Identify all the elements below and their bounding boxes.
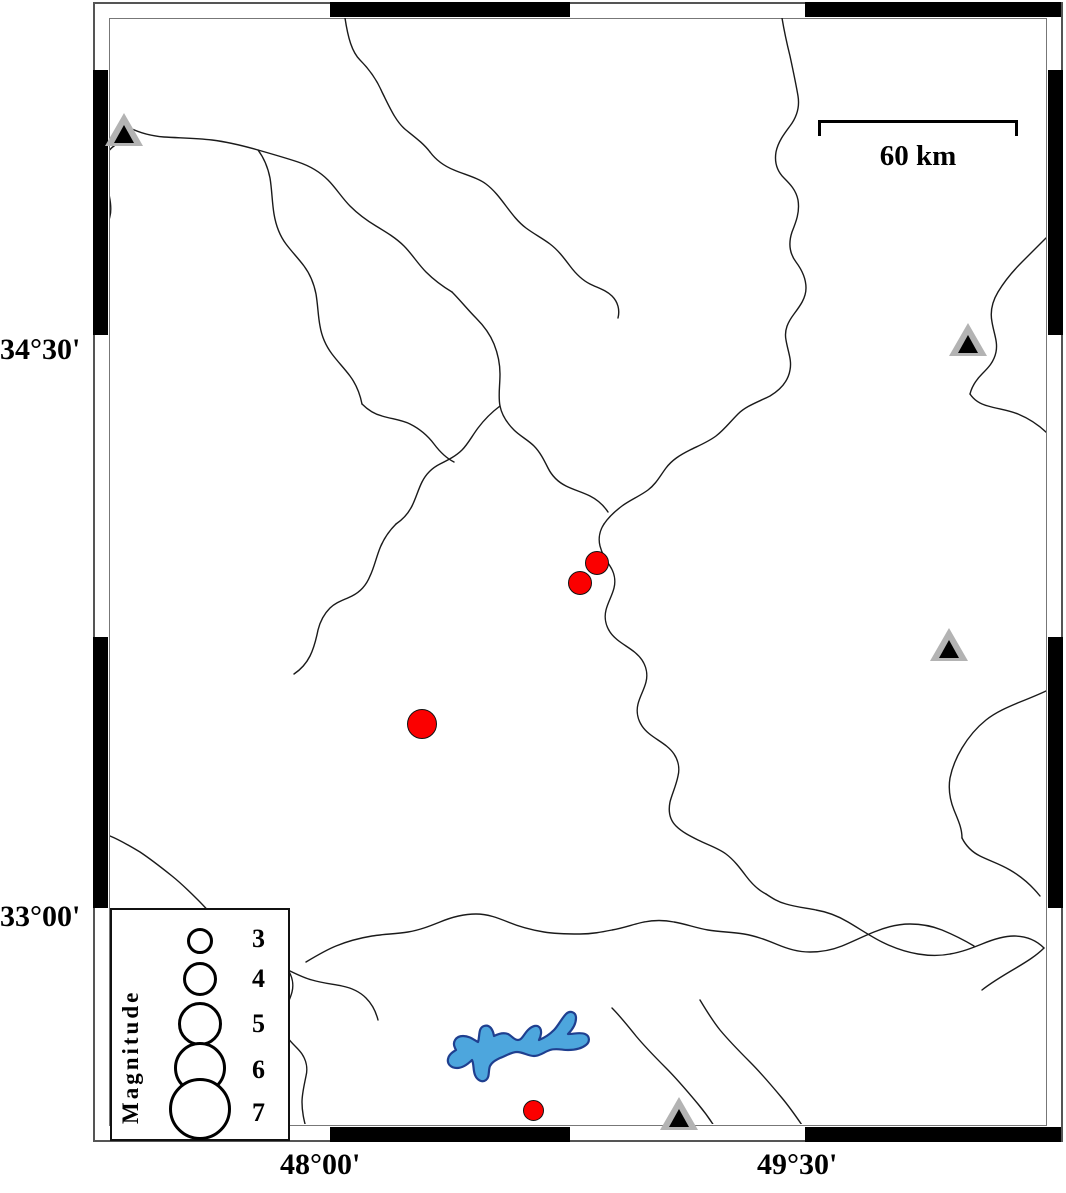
- boundary-left-edge-detail: [110, 195, 112, 220]
- boundary-central-east-notch: [598, 523, 767, 895]
- boundary-sw-lobe: [293, 523, 397, 675]
- legend-circle-4: [183, 962, 217, 996]
- legend-label-5: 5: [252, 1009, 265, 1038]
- boundary-east-lobe-upper: [969, 237, 1046, 395]
- station-triangle-inner: [114, 125, 134, 143]
- latitude-label-34-30: 34°30': [0, 333, 81, 366]
- frame-tick-right-2: [1048, 637, 1063, 908]
- boundary-south-central-trend-2: [643, 919, 975, 953]
- boundary-north-central: [344, 18, 431, 153]
- legend-label-4: 4: [252, 964, 265, 993]
- scale-bar-cap-left: [818, 120, 821, 136]
- boundary-north-inner: [257, 149, 363, 405]
- legend-label-3: 3: [252, 924, 265, 953]
- legend-title: Magnitude: [118, 989, 143, 1124]
- frame-tick-top-2: [805, 2, 1045, 17]
- boundary-east-mid: [948, 690, 1046, 839]
- scale-bar: [818, 120, 1018, 136]
- longitude-label-49-30: 49°30': [757, 1148, 838, 1181]
- boundary-north-east-lobe: [603, 18, 807, 525]
- earthquake-marker-1[interactable]: [585, 551, 609, 575]
- legend-label-7: 7: [252, 1098, 265, 1127]
- scale-bar-label: 60 km: [879, 140, 957, 172]
- boundary-se-river-a: [765, 893, 1045, 957]
- frame-tick-bottom-3: [1045, 1127, 1061, 1142]
- boundary-south-central-trend: [305, 913, 645, 963]
- boundary-north-inner-2: [361, 403, 455, 463]
- frame-tick-left-1: [93, 70, 108, 335]
- frame-tick-top-3: [1045, 2, 1061, 17]
- station-triangle-inner: [939, 640, 959, 658]
- boundary-mid-west-branch: [395, 405, 501, 525]
- boundary-east-lower: [961, 837, 1041, 897]
- station-triangle-inner: [958, 335, 978, 353]
- lake-polygon: [446, 1010, 590, 1083]
- legend-circle-5: [178, 1002, 222, 1046]
- scale-bar-cap-right: [1015, 120, 1018, 136]
- magnitude-legend: Magnitude 3 4 5 6 7: [110, 908, 290, 1141]
- frame-outer-border: [93, 2, 1063, 1142]
- frame-tick-bottom-1: [330, 1127, 570, 1142]
- station-triangle-inner: [669, 1109, 689, 1127]
- latitude-label-33-00: 33°00': [0, 900, 81, 933]
- frame-inner-border: [109, 18, 1047, 1126]
- boundary-east-lobe-lower: [969, 393, 1046, 434]
- boundary-se-river-c: [611, 1007, 714, 1124]
- boundary-sw-3: [287, 969, 379, 1021]
- longitude-label-48-00: 48°00': [280, 1148, 361, 1181]
- frame-tick-bottom-2: [805, 1127, 1045, 1142]
- scale-bar-line: [818, 120, 1018, 123]
- earthquake-marker-4[interactable]: [523, 1100, 544, 1121]
- boundary-west-upper: [129, 127, 453, 293]
- boundary-mid-ridge: [451, 291, 609, 513]
- legend-circle-7: [169, 1078, 231, 1140]
- earthquake-marker-3[interactable]: [407, 709, 437, 739]
- boundary-central-west: [429, 151, 620, 319]
- map-frame: [93, 2, 1063, 1142]
- boundary-sw-2: [282, 969, 308, 1124]
- legend-circle-3: [187, 928, 213, 954]
- legend-label-6: 6: [252, 1055, 265, 1084]
- frame-tick-top-1: [330, 2, 570, 17]
- frame-tick-left-2: [93, 637, 108, 908]
- boundary-se-river-b: [699, 999, 803, 1124]
- boundary-se-edge: [981, 947, 1045, 991]
- earthquake-marker-2[interactable]: [568, 571, 592, 595]
- frame-tick-right-1: [1048, 70, 1063, 335]
